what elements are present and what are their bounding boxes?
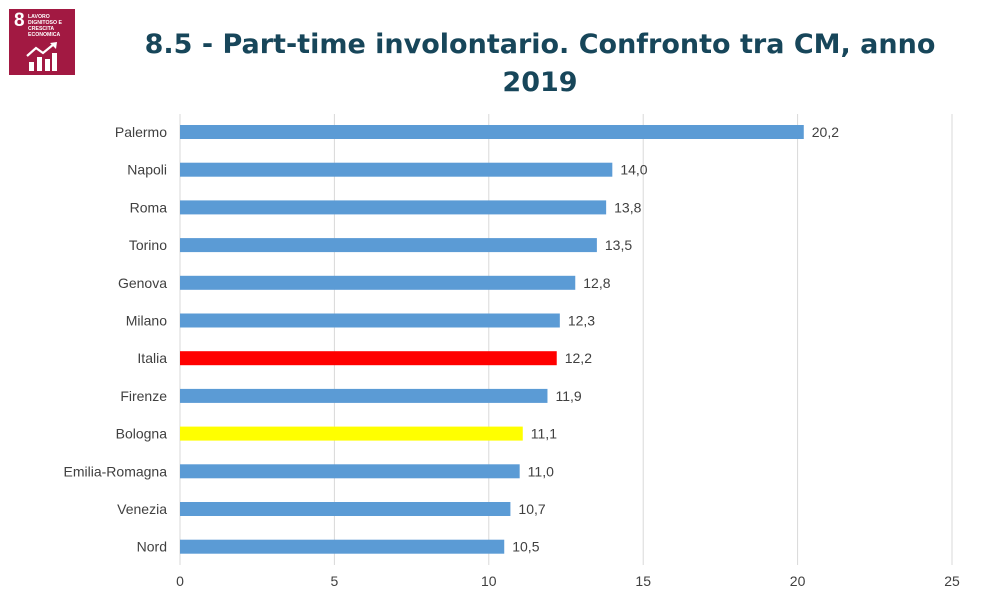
data-label: 13,8 xyxy=(614,199,641,215)
labels: 0 5 10 15 20 25 Palermo 20,2 Napoli 14,0 Roma 13,8 T… xyxy=(64,124,960,589)
category-label: Palermo xyxy=(115,124,167,140)
category-label: Bologna xyxy=(116,426,168,442)
category-label: Venezia xyxy=(117,501,167,517)
bar xyxy=(180,238,597,253)
category-label: Torino xyxy=(129,237,167,253)
data-label: 12,2 xyxy=(565,350,592,366)
bar xyxy=(180,162,613,177)
x-tick-label: 15 xyxy=(635,573,651,589)
category-label: Emilia-Romagna xyxy=(64,463,168,479)
data-label: 20,2 xyxy=(812,124,839,140)
bar xyxy=(180,125,804,139)
data-label: 12,8 xyxy=(583,275,610,291)
x-tick-label: 20 xyxy=(790,573,806,589)
category-label: Genova xyxy=(118,275,167,291)
bar xyxy=(180,351,557,366)
bar xyxy=(180,275,576,290)
category-label: Firenze xyxy=(120,388,167,404)
x-tick-label: 25 xyxy=(944,573,960,589)
bar xyxy=(180,502,511,516)
bars xyxy=(180,125,804,554)
category-label: Italia xyxy=(137,350,167,366)
category-label: Milano xyxy=(126,313,167,329)
data-label: 11,1 xyxy=(531,426,557,442)
bar xyxy=(180,426,523,441)
data-label: 13,5 xyxy=(605,237,632,253)
growth-chart-icon xyxy=(26,42,57,71)
data-label: 11,9 xyxy=(555,388,581,404)
gridlines xyxy=(179,114,953,565)
x-tick-label: 5 xyxy=(331,573,339,589)
category-label: Nord xyxy=(137,539,167,555)
x-tick-label: 10 xyxy=(481,573,497,589)
data-label: 10,7 xyxy=(518,501,545,517)
bar xyxy=(180,464,520,479)
sdg-number: 8 xyxy=(14,10,25,31)
chart-title: 8.5 - Part-time involontario. Confronto … xyxy=(144,29,936,98)
sdg-goal-name: LAVORO DIGNITOSO E CRESCITA ECONOMICA xyxy=(28,14,62,38)
category-label: Napoli xyxy=(127,162,167,178)
data-label: 11,0 xyxy=(528,463,554,479)
sdg-8-badge: 8 LAVORO DIGNITOSO E CRESCITA ECONOMICA xyxy=(9,9,75,75)
x-tick-label: 0 xyxy=(176,573,184,589)
bar xyxy=(180,539,505,554)
bar xyxy=(180,200,607,215)
bar xyxy=(180,388,548,403)
category-label: Roma xyxy=(130,199,168,215)
bar xyxy=(180,313,560,328)
data-label: 10,5 xyxy=(512,539,539,555)
data-label: 14,0 xyxy=(620,162,647,178)
data-label: 12,3 xyxy=(568,313,595,329)
